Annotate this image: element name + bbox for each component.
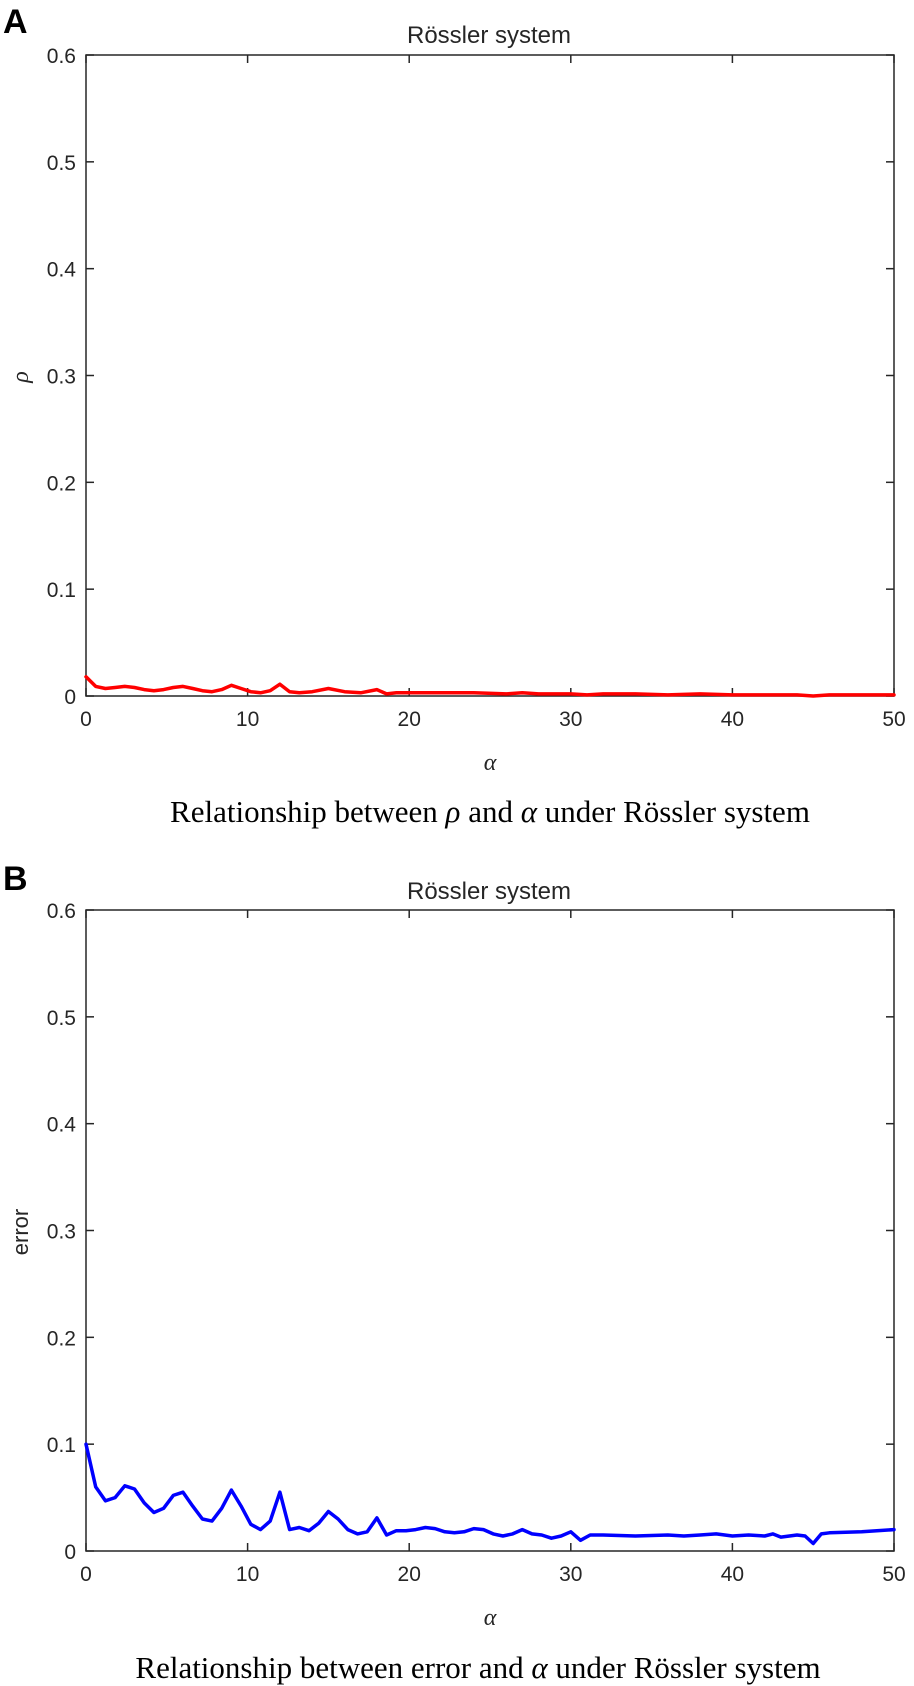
plot-b: Rössler system 0 10 20 30 40 50 0 0.1 0.2 0.3 0.4… [8, 878, 906, 1631]
caption-a-alpha: α [521, 794, 538, 829]
x-ticks-b: 0 10 20 30 40 50 [80, 910, 906, 1586]
y-tick-label: 0.4 [47, 259, 77, 282]
y-tick-label: 0.4 [47, 1114, 77, 1137]
y-ticks-a: 0 0.1 0.2 0.3 0.4 0.5 0.6 [47, 45, 894, 709]
x-tick-label: 50 [882, 1563, 905, 1586]
y-tick-label: 0 [64, 1541, 76, 1564]
x-tick-label: 50 [882, 708, 905, 731]
x-tick-label: 30 [559, 708, 582, 731]
panel-b: B Rössler system 0 10 20 30 40 50 00.10.20.30… [3, 860, 906, 1685]
plot-a: Rössler system 0 10 20 30 40 50 0 0.1 0.2 0.3 0.4… [8, 22, 906, 776]
x-ticks-a: 0 10 20 30 40 50 [80, 55, 906, 731]
x-tick-label: 0 [80, 708, 92, 731]
y-tick-label: 0.2 [47, 472, 76, 495]
y-ticks-b: 0 0.1 0.2 0.3 0.4 0.5 0.6 [47, 900, 894, 1564]
x-tick-label: 20 [398, 708, 421, 731]
y-tick-label: 0.5 [47, 1007, 76, 1030]
x-tick-label: 10 [236, 1563, 259, 1586]
plot-title-a: Rössler system [407, 22, 571, 49]
x-axis-label-b: α [484, 1605, 497, 1631]
y-tick-label: 0.6 [47, 900, 76, 923]
x-tick-label: 30 [559, 1563, 582, 1586]
caption-a-before: Relationship between [170, 794, 446, 829]
caption-b: Relationship between error and α under R… [135, 1650, 820, 1685]
y-tick-label: 0.2 [47, 1327, 76, 1350]
x-tick-label: 40 [721, 708, 744, 731]
y-tick-label: 0.3 [47, 1221, 76, 1244]
panel-letter-a: A [3, 3, 28, 41]
series-line-b [84, 1442, 896, 1546]
caption-b-alpha: α [531, 1650, 548, 1685]
caption-a-after: under Rössler system [537, 794, 810, 829]
panel-a: A Rössler system 0 10 20 30 40 50 00.10.20.30… [3, 3, 906, 829]
caption-a-rho: ρ [445, 794, 461, 829]
y-axis-label-b: error [8, 1209, 33, 1255]
series-line-a [84, 675, 896, 698]
y-tick-label: 0.1 [47, 1434, 76, 1457]
x-axis-label-a: α [484, 750, 497, 776]
series-layer-b [84, 1442, 896, 1546]
y-tick-label: 0.6 [47, 45, 76, 68]
caption-a-middle: and [460, 794, 520, 829]
y-tick-label: 0.5 [47, 152, 76, 175]
y-axis-label-a: ρ [8, 371, 34, 384]
x-tick-label: 40 [721, 1563, 744, 1586]
x-tick-label: 0 [80, 1563, 92, 1586]
y-tick-label: 0.3 [47, 366, 76, 389]
series-layer-a [84, 675, 896, 698]
axes-box-a [85, 54, 895, 697]
caption-a: Relationship between ρ and α under Rössl… [170, 794, 810, 829]
y-tick-label: 0 [64, 686, 76, 709]
x-tick-label: 20 [398, 1563, 421, 1586]
caption-b-before: Relationship between error and [135, 1650, 531, 1685]
plot-title-b: Rössler system [407, 878, 571, 905]
x-tick-label: 10 [236, 708, 259, 731]
caption-b-after: under Rössler system [548, 1650, 821, 1685]
y-tick-label: 0.1 [47, 579, 76, 602]
axes-box-b [85, 909, 895, 1552]
panel-letter-b: B [3, 860, 28, 898]
